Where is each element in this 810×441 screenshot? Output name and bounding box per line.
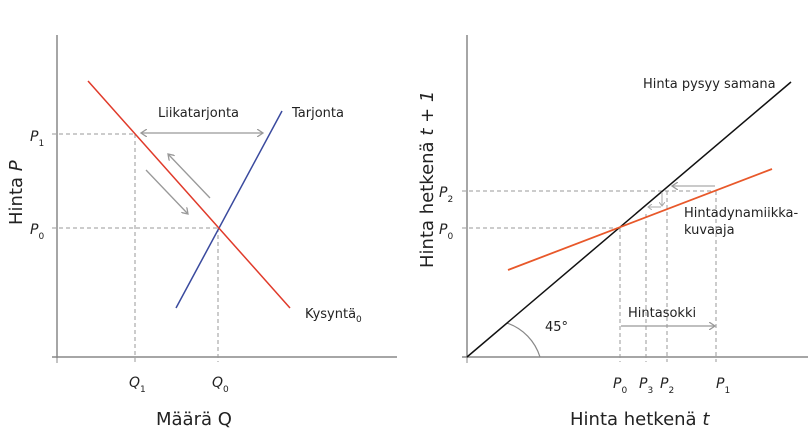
price-down-arrow	[145, 169, 188, 214]
price-dynamics-panel: Hinta pysyy samana Hintadynamiikka- kuva…	[417, 35, 808, 430]
demand-curve	[87, 80, 291, 309]
demand-label: Kysyntä0	[305, 307, 362, 325]
x-axis-title: Hinta hetkenä t	[570, 409, 710, 430]
y-axis-title: Hinta P	[6, 160, 27, 225]
supply-demand-panel: Liikatarjonta Tarjonta Kysyntä0 P1 P0 Q1…	[6, 35, 397, 430]
dynamics-label-line1: Hintadynamiikka-	[684, 206, 799, 221]
y-tick-p0: P0	[30, 222, 44, 242]
x-tick-p2: P2	[660, 376, 674, 396]
y-tick-p1: P1	[30, 129, 44, 149]
y-axis-title: Hinta hetkenä t + 1	[417, 91, 438, 268]
angle-arc	[506, 322, 541, 358]
y-tick-p2: P2	[439, 185, 453, 205]
price-shock-label: Hintasokki	[628, 306, 696, 321]
line-45-degree	[466, 81, 792, 358]
x-axis-title: Määrä Q	[156, 409, 232, 430]
excess-supply-label: Liikatarjonta	[158, 106, 239, 121]
line-45-label: Hinta pysyy samana	[643, 77, 776, 92]
price-up-arrow	[168, 154, 211, 199]
supply-label: Tarjonta	[291, 106, 344, 121]
x-tick-q0: Q0	[212, 375, 229, 395]
price-dynamics-curve	[507, 168, 773, 271]
angle-label: 45°	[545, 320, 568, 335]
x-tick-p1: P1	[716, 376, 730, 396]
y-tick-p0: P0	[439, 222, 453, 242]
supply-curve	[175, 110, 283, 309]
x-tick-p0: P0	[613, 376, 627, 396]
x-tick-p3: P3	[639, 376, 653, 396]
dynamics-label-line2: kuvaaja	[684, 223, 735, 238]
x-tick-q1: Q1	[129, 375, 146, 395]
